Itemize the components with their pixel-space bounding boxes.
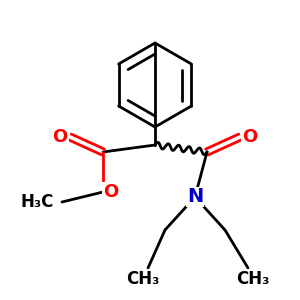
Text: O: O xyxy=(103,183,118,201)
Text: O: O xyxy=(242,128,258,146)
Text: H₃C: H₃C xyxy=(21,193,54,211)
Text: CH₃: CH₃ xyxy=(126,270,160,288)
Text: O: O xyxy=(52,128,68,146)
Text: CH₃: CH₃ xyxy=(236,270,270,288)
Text: N: N xyxy=(187,188,203,206)
